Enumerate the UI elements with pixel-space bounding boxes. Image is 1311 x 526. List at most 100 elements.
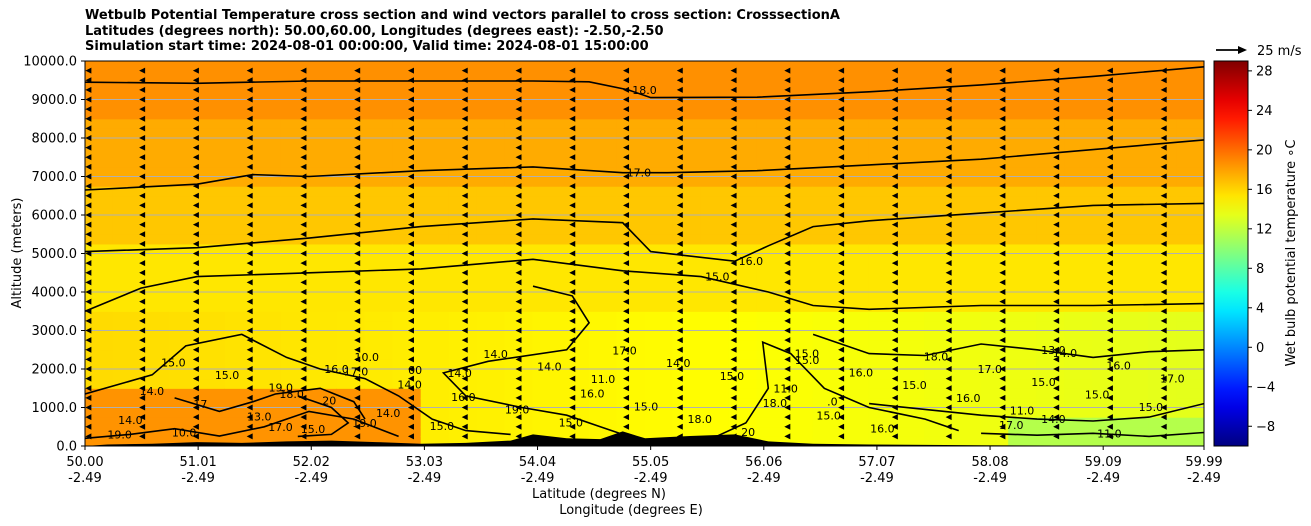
field-cell [532,301,562,312]
wind-vector [784,279,791,286]
field-cell [504,99,534,110]
wind-vector [246,115,253,122]
x-tick-label-2: -2.49 [1187,471,1221,486]
field-cell [980,215,1009,226]
field-cell [1148,340,1177,351]
wind-vector [569,375,576,382]
field-cell [952,407,981,418]
wind-vector [1160,125,1167,132]
wind-vector [1106,163,1113,170]
field-cell [392,378,422,389]
wind-vector [999,337,1006,344]
wind-vector [838,86,845,93]
field-cell [85,195,114,206]
wind-vector [461,385,468,392]
wind-vector [85,221,92,228]
wind-vector [784,77,791,84]
wind-vector [139,240,146,247]
wind-vector [300,163,307,170]
field-cell [504,147,534,158]
field-cell [980,272,1009,283]
field-cell [784,436,813,446]
wind-vector [730,337,737,344]
field-cell [476,89,506,101]
field-cell [840,388,869,399]
wind-vector [354,317,361,324]
wind-vector [354,212,361,218]
field-cell [364,320,394,332]
field-cell [532,282,562,293]
contour-line [85,258,1204,313]
field-cell [784,407,813,418]
field-cell [420,388,450,399]
field-cell [980,417,1009,428]
field-cell [1008,234,1037,245]
field-cell [196,311,226,322]
wind-vector [730,289,737,295]
field-cell [1176,426,1204,437]
field-cell [196,426,226,437]
wind-vector [1053,86,1060,93]
field-cell [336,407,366,418]
field-cell [952,359,981,370]
field-cell [112,89,142,101]
field-cell [168,340,198,351]
wind-vector [192,67,199,74]
field-cell [336,292,366,303]
field-cell [1064,436,1093,446]
field-cell [672,417,702,428]
wind-vector [1106,96,1113,103]
field-cell [1148,176,1177,187]
field-cell [336,426,366,437]
wind-vector [246,250,253,257]
field-cell [140,205,170,216]
field-cell [85,388,114,399]
field-cell [336,369,366,380]
field-cell [85,128,114,139]
field-cell [924,349,953,360]
wind-vector [784,423,791,430]
wind-vector [300,67,307,74]
field-cell [1092,311,1121,322]
field-cell [504,176,534,187]
wind-vector [246,289,253,295]
contour-label: 15.0 [559,416,584,429]
field-cell [616,263,646,274]
wind-vector [515,433,522,440]
wind-vector [891,356,898,363]
field-cell [560,320,590,332]
field-cell [196,118,226,129]
field-cell [252,407,282,418]
field-cell [700,109,730,120]
field-cell [280,320,310,332]
field-cell [308,397,338,409]
field-cell [1064,89,1093,101]
field-cell [140,340,170,351]
field-cell [448,359,478,370]
field-cell [896,195,925,206]
field-cell [1036,311,1065,322]
wind-vector [354,135,361,141]
field-cell [672,118,702,129]
field-cell [476,70,506,81]
field-cell [1092,205,1121,216]
field-cell [280,272,310,283]
field-cell [784,349,813,360]
x-tick-label: 50.00 [66,455,103,470]
field-cell [980,118,1009,129]
field-cell [1064,253,1093,264]
field-cell [476,292,506,303]
field-cell [728,205,757,216]
field-cell [756,301,785,312]
field-cell [1064,195,1093,206]
contour-label: 15.0 [1085,388,1110,401]
field-cell [112,118,142,129]
wind-vector [1053,308,1060,315]
field-cell [924,388,953,399]
field-cell [616,157,646,168]
field-cell [252,388,282,399]
wind-vector [676,356,683,363]
field-cell [1008,253,1037,264]
wind-vector [838,327,845,334]
wind-vector [192,366,199,372]
